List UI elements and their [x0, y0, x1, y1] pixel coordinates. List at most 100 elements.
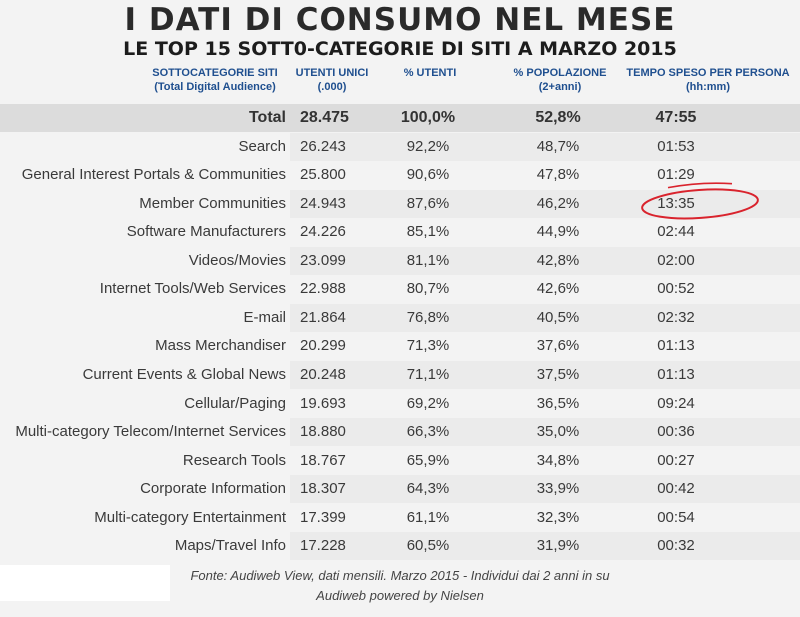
cell-pct-users: 71,3%: [406, 337, 450, 355]
column-header-pct-users: % UTENTI: [390, 66, 470, 80]
column-header-pct-population-line2: (2+anni): [538, 81, 582, 93]
cell-time-per-person: 00:36: [657, 423, 695, 441]
table-row: Corporate Information 18.307 64,3% 33,9% 00:…: [0, 475, 800, 504]
cell-unique-users: 21.864: [300, 308, 346, 326]
cell-pct-population: 36,5%: [536, 394, 580, 412]
cell-category: Mass Merchandiser: [155, 337, 286, 355]
cell-pct-users: 87,6%: [406, 194, 450, 212]
table-row: Multi-category Entertainment 17.399 61,1% 3…: [0, 504, 800, 532]
cell-time-per-person: 02:32: [657, 308, 695, 326]
column-header-pct-users-line1: % UTENTI: [403, 67, 457, 79]
table-row: Current Events & Global News 20.248 71,1% 3…: [0, 360, 800, 389]
column-header-users-line1: UTENTI UNICI: [295, 67, 369, 79]
cell-pct-population: 52,8%: [535, 109, 581, 126]
cell-pct-population: 31,9%: [536, 537, 580, 555]
cell-pct-population: 42,6%: [536, 280, 580, 298]
cell-time-per-person: 00:27: [657, 451, 695, 469]
page-subtitle: LE TOP 15 SOTT0-CATEGORIE DI SITI A MARZ…: [123, 38, 677, 60]
cell-pct-users: 61,1%: [406, 508, 450, 526]
cell-time-per-person: 01:29: [657, 166, 695, 184]
table-row: Internet Tools/Web Services 22.988 80,7% 42…: [0, 275, 800, 303]
cell-category: Current Events & Global News: [82, 365, 286, 383]
cell-category: Multi-category Entertainment: [94, 508, 286, 526]
cell-pct-population: 46,2%: [536, 194, 580, 212]
table-row: Research Tools 18.767 65,9% 34,8% 00:27: [0, 447, 800, 475]
cell-unique-users: 24.943: [300, 194, 346, 212]
cell-unique-users: 20.248: [300, 365, 346, 383]
table-row: General Interest Portals & Communities 25…: [0, 161, 800, 189]
row-band: [290, 360, 800, 389]
cell-unique-users: 19.693: [300, 394, 346, 412]
column-header-time-line2: (hh:mm): [686, 81, 730, 93]
table-row: Member Communities 24.943 87,6% 46,2% 13:35: [0, 189, 800, 218]
cell-unique-users: 18.307: [300, 480, 346, 498]
table-row: Maps/Travel Info 17.228 60,5% 31,9% 00:32: [0, 532, 800, 561]
footer-credit: Audiweb powered by Nielsen: [316, 588, 484, 603]
column-header-category: SOTTOCATEGORIE SITI (Total Digital Audie…: [140, 66, 290, 94]
cell-pct-users: 71,1%: [406, 365, 450, 383]
column-header-time-line1: TEMPO SPESO PER PERSONA: [626, 67, 790, 79]
cell-category: Corporate Information: [140, 480, 286, 498]
page-title: I DATI DI CONSUMO NEL MESE: [124, 2, 676, 38]
cell-pct-users: 60,5%: [406, 537, 450, 555]
blank-patch: [0, 565, 170, 601]
column-header-category-line2: (Total Digital Audience): [154, 81, 276, 93]
cell-time-per-person: 02:00: [657, 251, 695, 269]
row-band: [290, 132, 800, 161]
cell-time-per-person: 01:53: [657, 137, 695, 155]
cell-pct-users: 76,8%: [406, 308, 450, 326]
cell-unique-users: 25.800: [300, 166, 346, 184]
column-header-time: TEMPO SPESO PER PERSONA (hh:mm): [616, 66, 800, 94]
cell-unique-users: 17.228: [300, 537, 346, 555]
cell-time-per-person: 00:54: [657, 508, 695, 526]
cell-time-per-person: 00:42: [657, 480, 695, 498]
cell-pct-users: 90,6%: [406, 166, 450, 184]
cell-pct-population: 44,9%: [536, 223, 580, 241]
row-band: [290, 418, 800, 447]
cell-pct-population: 33,9%: [536, 480, 580, 498]
cell-category: Member Communities: [139, 194, 286, 212]
table-row: Multi-category Telecom/Internet Services…: [0, 418, 800, 447]
table-row: E-mail 21.864 76,8% 40,5% 02:32: [0, 303, 800, 332]
cell-pct-users: 81,1%: [406, 251, 450, 269]
cell-category: Videos/Movies: [188, 251, 286, 269]
column-header-pct-population: % POPOLAZIONE (2+anni): [505, 66, 615, 94]
cell-pct-users: 85,1%: [406, 223, 450, 241]
table-total-row: Total 28.475 100,0% 52,8% 47:55: [0, 104, 800, 132]
cell-time-per-person: 01:13: [657, 337, 695, 355]
cell-unique-users: 24.226: [300, 223, 346, 241]
cell-category: Software Manufacturers: [126, 223, 286, 241]
table-row: Cellular/Paging 19.693 69,2% 36,5% 09:24: [0, 390, 800, 418]
cell-category: General Interest Portals & Communities: [21, 166, 286, 184]
column-header-category-line1: SOTTOCATEGORIE SITI: [152, 67, 278, 79]
cell-pct-population: 34,8%: [536, 451, 580, 469]
cell-category: Multi-category Telecom/Internet Services: [15, 423, 286, 441]
cell-pct-population: 48,7%: [536, 137, 580, 155]
cell-unique-users: 17.399: [300, 508, 346, 526]
cell-pct-users: 66,3%: [406, 423, 450, 441]
cell-unique-users: 22.988: [300, 280, 346, 298]
cell-pct-population: 37,6%: [536, 337, 580, 355]
cell-pct-population: 32,3%: [536, 508, 580, 526]
cell-unique-users: 18.880: [300, 423, 346, 441]
cell-pct-users: 65,9%: [406, 451, 450, 469]
cell-unique-users: 26.243: [300, 137, 346, 155]
cell-pct-population: 42,8%: [536, 251, 580, 269]
cell-unique-users: 20.299: [300, 337, 346, 355]
cell-time-per-person: 00:52: [657, 280, 695, 298]
footer-source: Fonte: Audiweb View, dati mensili. Marzo…: [190, 568, 610, 583]
cell-pct-users: 80,7%: [406, 280, 450, 298]
row-band: [290, 303, 800, 332]
cell-time-per-person: 02:44: [657, 223, 695, 241]
cell-unique-users: 23.099: [300, 251, 346, 269]
column-header-pct-population-line1: % POPOLAZIONE: [513, 67, 607, 79]
cell-unique-users: 28.475: [300, 109, 349, 126]
cell-time-per-person: 09:24: [657, 394, 695, 412]
cell-pct-population: 35,0%: [536, 423, 580, 441]
row-band: [290, 246, 800, 275]
cell-category: Internet Tools/Web Services: [99, 280, 286, 298]
cell-time-per-person: 01:13: [657, 365, 695, 383]
cell-pct-population: 40,5%: [536, 308, 580, 326]
cell-pct-users: 100,0%: [400, 109, 456, 126]
